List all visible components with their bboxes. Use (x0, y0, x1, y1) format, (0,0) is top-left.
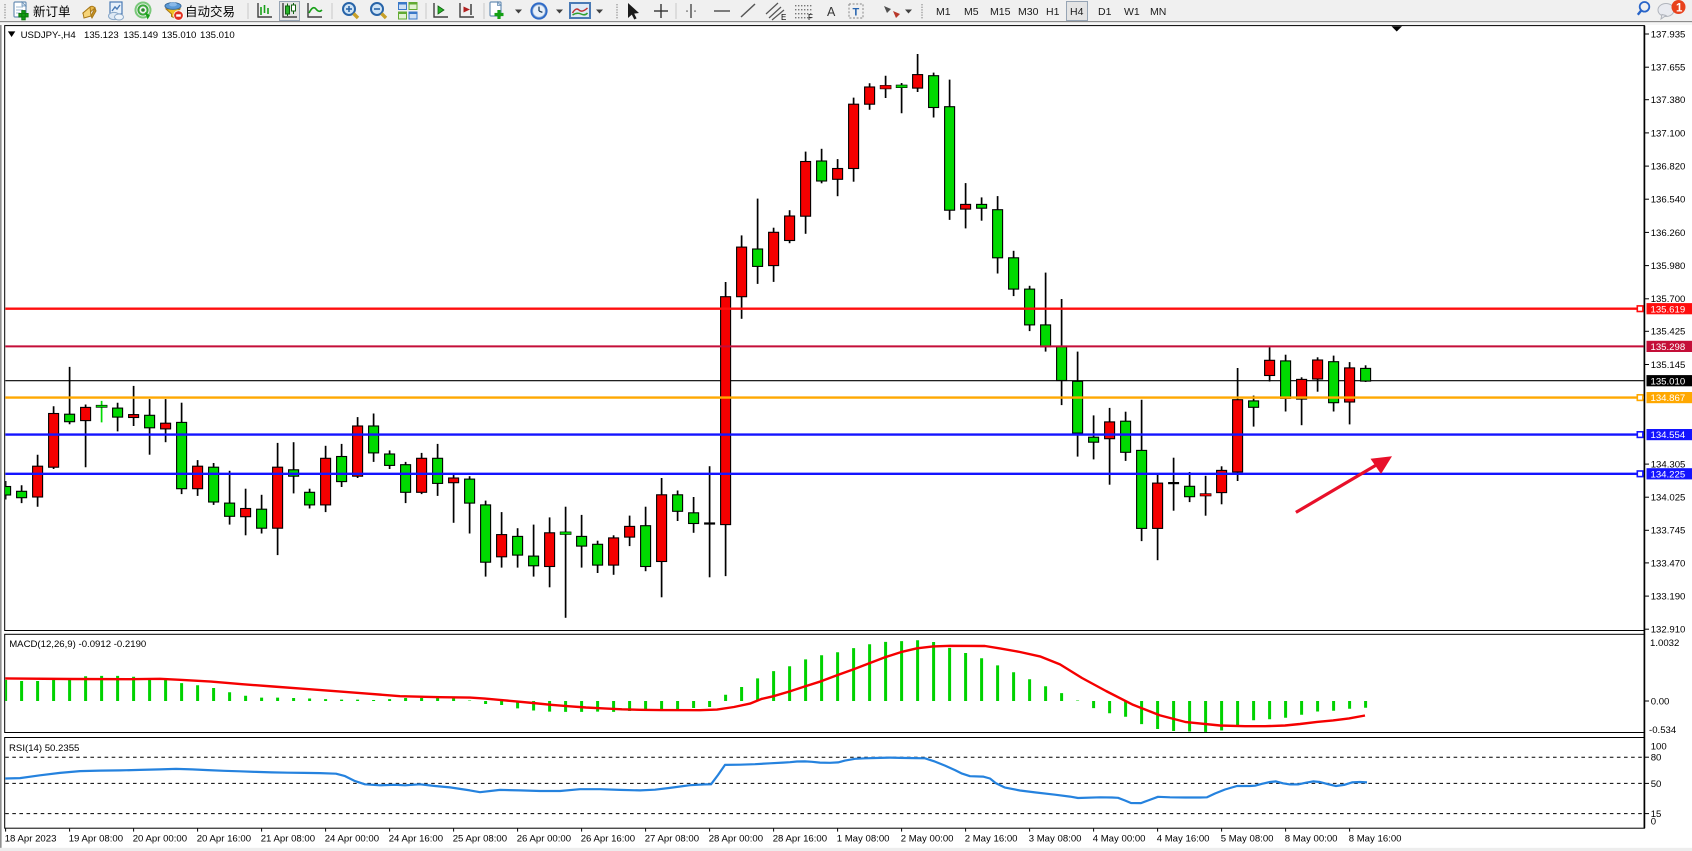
svg-text:136.820: 136.820 (1651, 162, 1686, 173)
svg-text:M1: M1 (936, 6, 951, 18)
svg-text:25 Apr 08:00: 25 Apr 08:00 (453, 833, 507, 844)
svg-text:0: 0 (1651, 816, 1656, 827)
svg-text:20 Apr 00:00: 20 Apr 00:00 (133, 833, 187, 844)
svg-text:135.149: 135.149 (123, 30, 158, 41)
svg-text:RSI(14) 50.2355: RSI(14) 50.2355 (9, 743, 79, 754)
svg-text:135.010: 135.010 (1651, 376, 1686, 387)
svg-text:F: F (808, 13, 813, 22)
svg-text:2 May 00:00: 2 May 00:00 (901, 833, 954, 844)
svg-text:137.380: 137.380 (1651, 95, 1686, 106)
svg-text:1.0032: 1.0032 (1650, 638, 1679, 649)
svg-text:137.100: 137.100 (1651, 128, 1686, 139)
svg-text:27 Apr 08:00: 27 Apr 08:00 (645, 833, 699, 844)
svg-text:4 May 00:00: 4 May 00:00 (1093, 833, 1146, 844)
svg-text:D1: D1 (1098, 6, 1112, 18)
svg-text:21 Apr 08:00: 21 Apr 08:00 (261, 833, 315, 844)
svg-text:W1: W1 (1124, 6, 1140, 18)
svg-text:0.00: 0.00 (1651, 696, 1670, 707)
svg-text:136.540: 136.540 (1651, 195, 1686, 206)
svg-text:4 May 16:00: 4 May 16:00 (1157, 833, 1210, 844)
svg-text:1 May 08:00: 1 May 08:00 (837, 833, 890, 844)
svg-text:15: 15 (1651, 809, 1662, 820)
svg-text:-0.534: -0.534 (1649, 725, 1677, 736)
svg-text:28 Apr 00:00: 28 Apr 00:00 (709, 833, 763, 844)
svg-text:28 Apr 16:00: 28 Apr 16:00 (773, 833, 827, 844)
svg-text:100: 100 (1651, 741, 1667, 752)
svg-text:135.298: 135.298 (1651, 342, 1686, 353)
svg-text:T: T (853, 7, 860, 19)
svg-text:135.700: 135.700 (1651, 294, 1686, 305)
svg-text:26 Apr 00:00: 26 Apr 00:00 (517, 833, 571, 844)
svg-text:E: E (781, 13, 786, 22)
svg-text:新订单: 新订单 (33, 4, 71, 19)
svg-text:M15: M15 (990, 6, 1011, 18)
svg-text:8 May 16:00: 8 May 16:00 (1349, 833, 1402, 844)
svg-text:133.745: 133.745 (1651, 526, 1686, 537)
svg-text:134.025: 134.025 (1651, 493, 1686, 504)
svg-text:18 Apr 2023: 18 Apr 2023 (5, 833, 57, 844)
svg-text:137.655: 137.655 (1651, 63, 1686, 74)
svg-text:19 Apr 08:00: 19 Apr 08:00 (69, 833, 123, 844)
svg-text:132.910: 132.910 (1651, 625, 1686, 636)
svg-text:1: 1 (1676, 3, 1683, 15)
svg-text:3 May 08:00: 3 May 08:00 (1029, 833, 1082, 844)
svg-text:M30: M30 (1018, 6, 1039, 18)
svg-text:135.010: 135.010 (162, 30, 197, 41)
svg-text:135.123: 135.123 (84, 30, 119, 41)
svg-text:A: A (827, 5, 836, 19)
svg-text:134.225: 134.225 (1651, 469, 1686, 480)
svg-text:137.935: 137.935 (1651, 29, 1686, 40)
svg-text:80: 80 (1651, 753, 1662, 764)
svg-text:50: 50 (1651, 779, 1662, 790)
svg-text:134.305: 134.305 (1651, 460, 1686, 471)
svg-text:自动交易: 自动交易 (185, 4, 235, 19)
svg-text:133.190: 133.190 (1651, 592, 1686, 603)
svg-text:USDJPY-,H4: USDJPY-,H4 (21, 30, 77, 41)
svg-text:134.867: 134.867 (1651, 393, 1686, 404)
svg-text:24 Apr 16:00: 24 Apr 16:00 (389, 833, 443, 844)
svg-text:135.425: 135.425 (1651, 327, 1686, 338)
svg-text:MACD(12,26,9) -0.0912 -0.2190: MACD(12,26,9) -0.0912 -0.2190 (9, 639, 146, 650)
svg-text:M5: M5 (964, 6, 979, 18)
svg-text:135.010: 135.010 (200, 30, 235, 41)
svg-text:MN: MN (1150, 6, 1166, 18)
svg-text:8 May 00:00: 8 May 00:00 (1285, 833, 1338, 844)
svg-text:26 Apr 16:00: 26 Apr 16:00 (581, 833, 635, 844)
svg-text:24 Apr 00:00: 24 Apr 00:00 (325, 833, 379, 844)
svg-text:2 May 16:00: 2 May 16:00 (965, 833, 1018, 844)
svg-text:135.980: 135.980 (1651, 261, 1686, 272)
svg-text:133.470: 133.470 (1651, 558, 1686, 569)
svg-text:136.260: 136.260 (1651, 228, 1686, 239)
svg-text:135.145: 135.145 (1651, 360, 1686, 371)
svg-text:134.554: 134.554 (1651, 430, 1686, 441)
svg-text:H4: H4 (1070, 6, 1084, 18)
svg-text:135.619: 135.619 (1651, 304, 1686, 315)
svg-text:H1: H1 (1046, 6, 1060, 18)
svg-text:20 Apr 16:00: 20 Apr 16:00 (197, 833, 251, 844)
svg-text:5 May 08:00: 5 May 08:00 (1221, 833, 1274, 844)
